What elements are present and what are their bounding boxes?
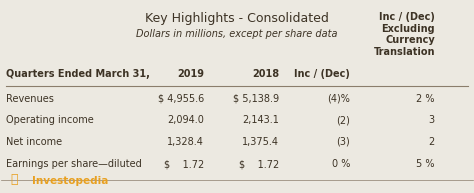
Text: Inc / (Dec)
Excluding
Currency
Translation: Inc / (Dec) Excluding Currency Translati… (374, 12, 435, 57)
Text: 2,094.0: 2,094.0 (167, 115, 204, 125)
Text: 2,143.1: 2,143.1 (243, 115, 279, 125)
Text: 2 %: 2 % (417, 94, 435, 104)
Text: Key Highlights - Consolidated: Key Highlights - Consolidated (145, 12, 329, 25)
Text: Inc / (Dec): Inc / (Dec) (294, 69, 350, 79)
Text: Earnings per share—diluted: Earnings per share—diluted (6, 159, 142, 169)
Text: $    1.72: $ 1.72 (164, 159, 204, 169)
Text: Investopedia: Investopedia (32, 176, 109, 186)
Text: $    1.72: $ 1.72 (239, 159, 279, 169)
Text: (2): (2) (336, 115, 350, 125)
Text: 5 %: 5 % (417, 159, 435, 169)
Text: 2019: 2019 (177, 69, 204, 79)
Text: $ 5,138.9: $ 5,138.9 (233, 94, 279, 104)
Text: Net income: Net income (6, 137, 62, 147)
Text: Quarters Ended March 31,: Quarters Ended March 31, (6, 69, 150, 79)
Text: Dollars in millions, except per share data: Dollars in millions, except per share da… (136, 29, 338, 39)
Text: Revenues: Revenues (6, 94, 54, 104)
Text: (3): (3) (337, 137, 350, 147)
Text: Ⓢ: Ⓢ (11, 173, 18, 186)
Text: 2: 2 (428, 137, 435, 147)
Text: $ 4,955.6: $ 4,955.6 (158, 94, 204, 104)
Text: 1,328.4: 1,328.4 (167, 137, 204, 147)
Text: 2018: 2018 (252, 69, 279, 79)
Text: Operating income: Operating income (6, 115, 94, 125)
Text: 0 %: 0 % (332, 159, 350, 169)
Text: 1,375.4: 1,375.4 (242, 137, 279, 147)
Text: 3: 3 (429, 115, 435, 125)
Text: (4)%: (4)% (327, 94, 350, 104)
